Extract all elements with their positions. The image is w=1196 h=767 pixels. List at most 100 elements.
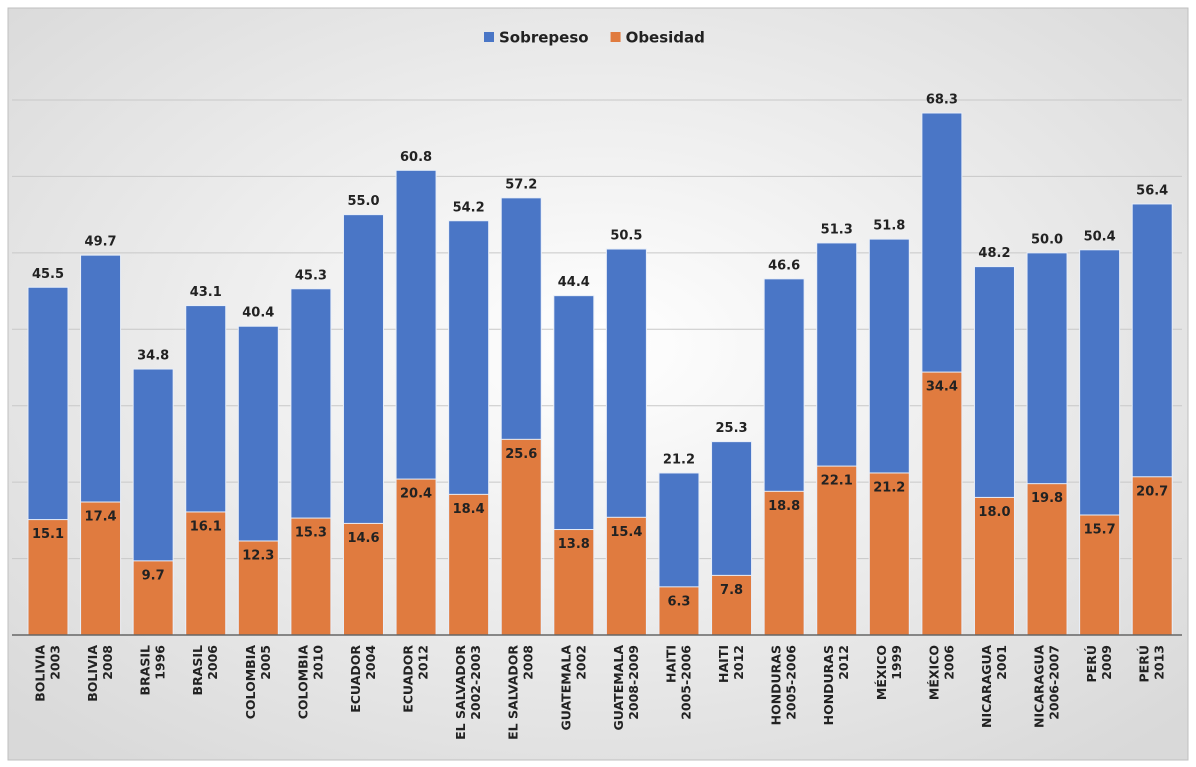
x-tick-label: GUATEMALA2002 bbox=[558, 645, 588, 731]
x-tick-label: COLOMBIA2005 bbox=[242, 645, 272, 720]
x-tick-label: HAITI2012 bbox=[716, 645, 746, 683]
value-label: 21.2 bbox=[663, 452, 695, 467]
value-label: 60.8 bbox=[400, 150, 432, 165]
value-label: 44.4 bbox=[558, 275, 590, 290]
x-tick-label: PERÚ2009 bbox=[1084, 645, 1114, 682]
x-tick-label-line: 2002 bbox=[573, 645, 588, 680]
bar bbox=[1131, 476, 1173, 636]
x-tick-label-line: 1999 bbox=[888, 645, 903, 680]
x-tick-label-line: EL SALVADOR bbox=[505, 645, 520, 740]
x-tick-label-line: 2006-2007 bbox=[1046, 645, 1061, 720]
value-label: 13.8 bbox=[558, 537, 590, 552]
value-label: 21.2 bbox=[873, 480, 905, 495]
value-label: 22.1 bbox=[821, 474, 853, 489]
value-label: 34.4 bbox=[926, 380, 958, 395]
x-tick-label-line: NICARAGUA bbox=[1031, 645, 1046, 728]
bar bbox=[711, 574, 753, 636]
bar bbox=[658, 586, 700, 636]
x-tick-label-line: BOLIVIA bbox=[85, 645, 100, 702]
x-tick-label-line: HONDURAS bbox=[821, 645, 836, 725]
x-tick-label-line: BOLIVIA bbox=[32, 645, 47, 702]
x-tick-label-line: HAITI bbox=[716, 645, 731, 683]
bar bbox=[290, 517, 332, 636]
x-tick-label-line: COLOMBIA bbox=[242, 645, 257, 720]
value-label: 6.3 bbox=[667, 594, 690, 609]
x-tick-label-line: HAITI bbox=[663, 645, 678, 683]
value-label: 7.8 bbox=[720, 583, 743, 598]
x-tick-label-line: 2012 bbox=[836, 645, 851, 680]
x-tick-label: EL SALVADOR2008 bbox=[505, 645, 535, 740]
x-tick-label-line: 2008 bbox=[100, 645, 115, 680]
x-tick-label-line: 2005 bbox=[257, 645, 272, 680]
value-label: 50.5 bbox=[610, 229, 642, 244]
x-tick-label-line: GUATEMALA bbox=[610, 645, 625, 731]
x-tick-label: PERÚ2013 bbox=[1136, 645, 1166, 682]
value-label: 15.4 bbox=[610, 525, 642, 540]
value-label: 50.0 bbox=[1031, 232, 1063, 247]
x-tick-label: ECUADOR2004 bbox=[347, 645, 377, 713]
x-tick-label: NICARAGUA2006-2007 bbox=[1031, 645, 1061, 728]
x-tick-label: MÉXICO1999 bbox=[873, 645, 903, 700]
value-label: 50.4 bbox=[1084, 229, 1116, 244]
x-tick-label: BOLIVIA2008 bbox=[85, 645, 115, 702]
value-label: 46.6 bbox=[768, 258, 800, 273]
value-label: 55.0 bbox=[347, 194, 379, 209]
value-label: 20.7 bbox=[1136, 484, 1168, 499]
x-tick-label: BRASIL2006 bbox=[190, 645, 220, 696]
bar bbox=[185, 511, 227, 636]
x-tick-label-line: BRASIL bbox=[137, 645, 152, 695]
value-label: 16.1 bbox=[190, 519, 222, 534]
value-label: 43.1 bbox=[190, 285, 222, 300]
x-tick-label-line: 2006 bbox=[941, 645, 956, 680]
x-tick-label-line: 1996 bbox=[152, 645, 167, 680]
value-label: 40.4 bbox=[242, 306, 274, 321]
value-label: 18.8 bbox=[768, 499, 800, 514]
bar bbox=[921, 371, 963, 636]
bar bbox=[500, 438, 542, 636]
value-label: 14.6 bbox=[347, 531, 379, 546]
x-tick-label-line: 2013 bbox=[1151, 645, 1166, 680]
x-tick-label: BRASIL1996 bbox=[137, 645, 167, 696]
bar bbox=[237, 540, 279, 636]
bar bbox=[395, 478, 437, 636]
x-tick-label-line: 2004 bbox=[362, 645, 377, 680]
bar bbox=[868, 472, 910, 636]
x-tick-label-line: 2008 bbox=[520, 645, 535, 680]
x-tick-label: BOLIVIA2003 bbox=[32, 645, 62, 702]
x-tick-label-line: HONDURAS bbox=[768, 645, 783, 725]
bar bbox=[1026, 483, 1068, 636]
value-label: 12.3 bbox=[242, 548, 274, 563]
value-label: 20.4 bbox=[400, 487, 432, 502]
value-label: 25.6 bbox=[505, 447, 537, 462]
x-tick-label-line: GUATEMALA bbox=[558, 645, 573, 731]
x-tick-label-line: PERÚ bbox=[1136, 645, 1151, 682]
x-tick-label-line: 2001 bbox=[993, 645, 1008, 680]
x-tick-label-line: 2010 bbox=[310, 645, 325, 680]
bar bbox=[553, 529, 595, 636]
x-tick-label-line: MÉXICO bbox=[873, 645, 888, 700]
x-tick-label: ECUADOR2012 bbox=[400, 645, 430, 713]
x-tick-label-line: 2002-2003 bbox=[468, 645, 483, 720]
bar bbox=[27, 519, 69, 636]
value-label: 15.7 bbox=[1084, 523, 1116, 538]
x-tick-label-line: EL SALVADOR bbox=[453, 645, 468, 740]
bar bbox=[605, 516, 647, 636]
value-label: 15.3 bbox=[295, 526, 327, 541]
value-label: 51.3 bbox=[821, 222, 853, 237]
x-tick-label: MÉXICO2006 bbox=[926, 645, 956, 700]
value-label: 56.4 bbox=[1136, 183, 1168, 198]
bar bbox=[763, 490, 805, 636]
x-tick-label: EL SALVADOR2002-2003 bbox=[453, 645, 483, 740]
legend-label: Sobrepeso bbox=[499, 29, 589, 47]
value-label: 15.1 bbox=[32, 527, 64, 542]
x-tick-label-line: ECUADOR bbox=[347, 645, 362, 713]
value-label: 49.7 bbox=[85, 235, 117, 250]
value-label: 54.2 bbox=[453, 200, 485, 215]
x-tick-label-line: 2003 bbox=[47, 645, 62, 680]
x-tick-label-line: ECUADOR bbox=[400, 645, 415, 713]
legend-swatch bbox=[484, 32, 494, 42]
x-tick-label-line: COLOMBIA bbox=[295, 645, 310, 720]
bar bbox=[80, 501, 122, 636]
x-tick-label-line: PERÚ bbox=[1084, 645, 1099, 682]
x-tick-label-line: 2012 bbox=[415, 645, 430, 680]
